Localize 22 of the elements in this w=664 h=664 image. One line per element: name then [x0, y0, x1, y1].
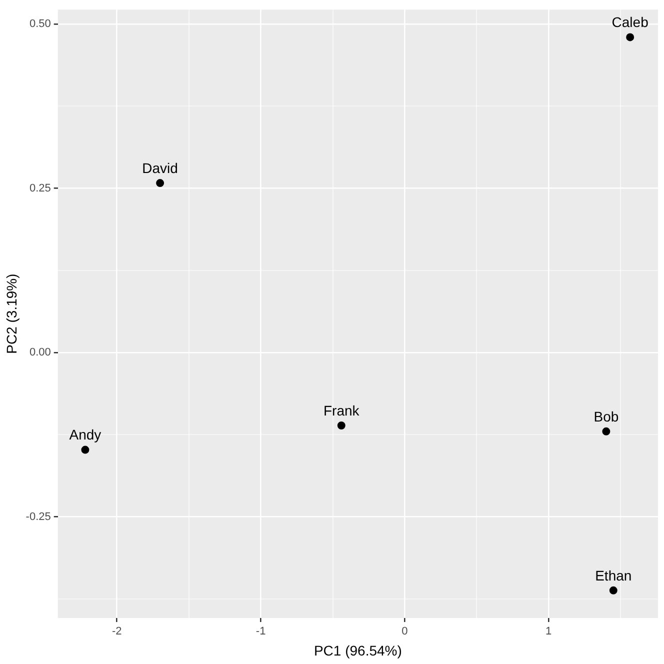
- annotation: David: [142, 160, 178, 176]
- point: [602, 427, 610, 436]
- y-tick-label: 0.50: [29, 18, 51, 30]
- annotation: Frank: [323, 402, 360, 418]
- x-tick-label: -2: [112, 626, 122, 638]
- y-tick-label: 0.25: [29, 182, 51, 194]
- x-tick-label: 1: [546, 626, 552, 638]
- point: [609, 586, 618, 594]
- y-axis-title: PC2 (3.19%): [3, 274, 20, 354]
- y-tick-label: 0.00: [29, 346, 51, 359]
- y-tick-label: -0.25: [26, 510, 51, 523]
- point: [156, 179, 164, 188]
- annotation: Caleb: [612, 14, 649, 30]
- annotation: Andy: [69, 426, 102, 443]
- point: [81, 446, 90, 454]
- x-tick-label: -1: [256, 626, 266, 638]
- x-axis-title: PC1 (96.54%): [314, 642, 402, 658]
- annotation: Ethan: [595, 567, 632, 584]
- x-tick-label: 0: [402, 626, 408, 638]
- annotation: Bob: [594, 408, 619, 424]
- point: [337, 421, 346, 430]
- point: [626, 33, 634, 42]
